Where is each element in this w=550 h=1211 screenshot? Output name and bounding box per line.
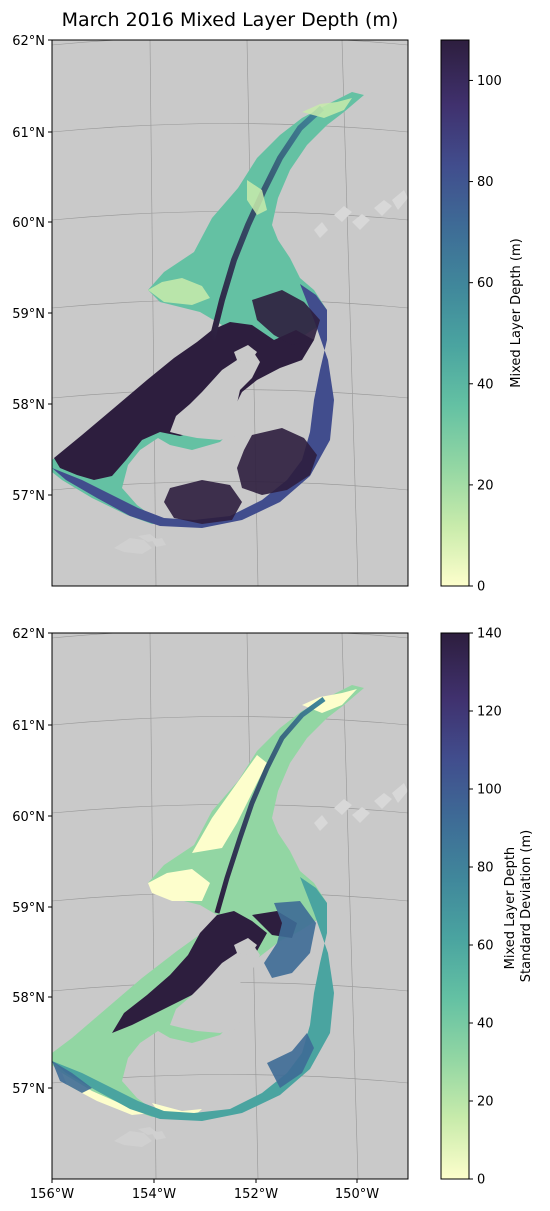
map-frame-bottom bbox=[51, 632, 409, 1180]
colorbar-label-line: Mixed Layer Depth bbox=[503, 847, 518, 969]
coast-islands-east bbox=[314, 190, 408, 238]
colorbar-top: 0 20 40 60 80 100 Mixed Layer Depth (m) bbox=[440, 39, 524, 595]
colorbar-tick-label: 140 bbox=[477, 627, 502, 642]
colorbar-tick-label: 120 bbox=[477, 705, 502, 720]
x-tick-label: 154°W bbox=[132, 1187, 176, 1202]
y-tick-label: 60°N bbox=[12, 810, 45, 825]
y-tick-label: 57°N bbox=[12, 1082, 45, 1097]
deep-streak-north bbox=[214, 696, 326, 914]
y-tick-label: 61°N bbox=[12, 126, 45, 141]
map-plot-area-top bbox=[52, 40, 408, 586]
shuyak-islets bbox=[234, 938, 257, 955]
shuyak-islets bbox=[234, 345, 257, 362]
colorbar-bottom: 0 20 40 60 80 100 120 140 Mixed Layer Depth Sta… bbox=[440, 627, 534, 1188]
y-tick-label: 62°N bbox=[12, 627, 45, 642]
y-tick-label: 58°N bbox=[12, 398, 45, 413]
colorbar-label-line: Standard Deviation (m) bbox=[519, 830, 534, 982]
y-axis-bottom: 62°N 61°N 60°N 59°N 58°N 57°N bbox=[12, 627, 52, 1097]
colorbar-gradient bbox=[440, 632, 470, 1180]
colorbar-tick-label: 20 bbox=[477, 478, 494, 493]
colorbar-tick-label: 60 bbox=[477, 276, 494, 291]
colorbar-tick-label: 100 bbox=[477, 74, 502, 89]
map-plot-area-bottom bbox=[52, 633, 408, 1179]
deep-patch-east bbox=[52, 901, 316, 1093]
y-tick-label: 59°N bbox=[12, 307, 45, 322]
y-tick-label: 60°N bbox=[12, 216, 45, 231]
y-tick-label: 58°N bbox=[12, 991, 45, 1006]
x-tick-label: 150°W bbox=[335, 1187, 379, 1202]
x-tick-label: 156°W bbox=[30, 1187, 74, 1202]
colorbar-ticks: 0 20 40 60 80 100 120 140 bbox=[469, 627, 502, 1188]
colorbar-tick-label: 100 bbox=[477, 783, 502, 798]
colorbar-label: Mixed Layer Depth Standard Deviation (m) bbox=[503, 830, 534, 982]
colorbar-ticks: 0 20 40 60 80 100 bbox=[469, 74, 502, 595]
y-tick-label: 57°N bbox=[12, 489, 45, 504]
colorbar-tick-label: 80 bbox=[477, 861, 494, 876]
shelf-light bbox=[148, 98, 352, 305]
deep-patch-east bbox=[164, 290, 320, 524]
colorbar-tick-label: 40 bbox=[477, 1017, 494, 1032]
colorbar-label: Mixed Layer Depth (m) bbox=[509, 238, 524, 387]
colorbar-tick-label: 40 bbox=[477, 377, 494, 392]
kodiak-island bbox=[170, 943, 260, 1033]
colorbar-gradient bbox=[440, 39, 470, 587]
kodiak-island bbox=[170, 350, 260, 440]
colorbar-tick-label: 20 bbox=[477, 1095, 494, 1110]
trinity-islands bbox=[114, 1127, 166, 1147]
coast-islands-east bbox=[314, 783, 408, 831]
trinity-islands bbox=[114, 534, 166, 554]
x-axis-bottom: 156°W 154°W 152°W 150°W bbox=[30, 1179, 379, 1202]
chart-title: March 2016 Mixed Layer Depth (m) bbox=[62, 9, 399, 31]
colorbar-tick-label: 80 bbox=[477, 175, 494, 190]
y-tick-label: 61°N bbox=[12, 719, 45, 734]
colorbar-tick-label: 0 bbox=[477, 1173, 485, 1188]
y-tick-label: 59°N bbox=[12, 901, 45, 916]
colorbar-tick-label: 0 bbox=[477, 580, 485, 595]
colorbar-tick-label: 60 bbox=[477, 939, 494, 954]
y-axis-top: 62°N 61°N 60°N 59°N 58°N 57°N bbox=[12, 34, 52, 504]
x-tick-label: 152°W bbox=[234, 1187, 278, 1202]
map-panel-bottom bbox=[51, 632, 409, 1180]
y-tick-label: 62°N bbox=[12, 34, 45, 49]
map-panel-top bbox=[51, 39, 409, 587]
